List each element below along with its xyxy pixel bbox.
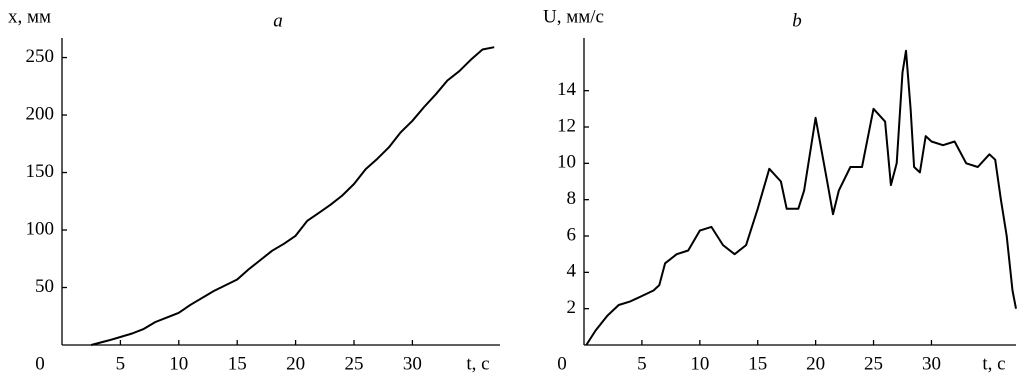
x-tick-label: 15 [228,353,247,374]
x-tick-label: 30 [922,353,941,374]
y-tick-label: 6 [567,224,577,245]
x-tick-label: 30 [403,353,422,374]
x-tick-label: 0 [35,353,45,374]
y-tick-label: 10 [557,152,576,173]
data-line [585,49,1017,346]
x-tick-label: 15 [748,353,767,374]
x-axis-label: t, с [466,353,489,374]
x-tick-label: 20 [286,353,305,374]
y-tick-label: 100 [26,218,55,239]
y-tick-label: 14 [557,79,577,100]
y-tick-label: 200 [26,103,55,124]
x-tick-label: 0 [557,353,567,374]
x-axis-label: t, с [982,353,1005,374]
x-tick-label: 5 [637,353,647,374]
chart-title: b [792,10,802,31]
y-tick-label: 4 [567,261,577,282]
x-tick-label: 25 [864,353,883,374]
y-tick-label: 2 [567,297,577,318]
y-tick-label: 8 [567,188,577,209]
y-tick-label: 150 [26,161,55,182]
x-tick-label: 10 [169,353,188,374]
x-tick-label: 5 [116,353,126,374]
x-tick-label: 20 [806,353,825,374]
x-tick-label: 10 [690,353,709,374]
y-tick-label: 50 [35,276,54,297]
y-tick-label: 250 [26,46,55,67]
data-line [90,46,495,346]
y-axis-label: U, мм/с [543,6,604,27]
y-tick-label: 12 [557,115,576,136]
chart-title: a [273,10,283,31]
y-axis-label: x, мм [8,6,51,27]
x-tick-label: 25 [345,353,364,374]
